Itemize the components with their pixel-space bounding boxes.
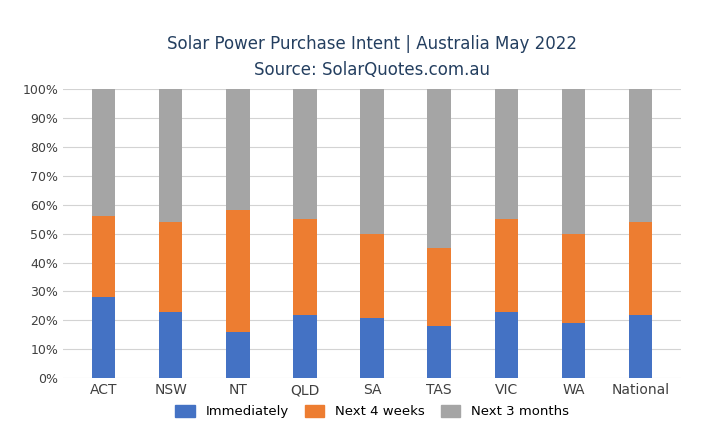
Bar: [159, 312, 183, 378]
Bar: [360, 318, 384, 378]
Bar: [562, 234, 585, 323]
Bar: [495, 219, 518, 312]
Bar: [428, 248, 451, 326]
Legend: Immediately, Next 4 weeks, Next 3 months: Immediately, Next 4 weeks, Next 3 months: [170, 400, 574, 424]
Bar: [360, 234, 384, 318]
Bar: [495, 89, 518, 219]
Title: Solar Power Purchase Intent | Australia May 2022
Source: SolarQuotes.com.au: Solar Power Purchase Intent | Australia …: [167, 35, 577, 79]
Bar: [562, 323, 585, 378]
Bar: [159, 222, 183, 312]
Bar: [562, 89, 585, 234]
Bar: [495, 312, 518, 378]
Bar: [428, 326, 451, 378]
Bar: [629, 89, 652, 222]
Bar: [92, 297, 115, 378]
Bar: [293, 315, 317, 378]
Bar: [293, 219, 317, 315]
Bar: [629, 315, 652, 378]
Bar: [293, 89, 317, 219]
Bar: [629, 222, 652, 315]
Bar: [226, 210, 249, 332]
Bar: [360, 89, 384, 234]
Bar: [428, 89, 451, 248]
Bar: [226, 332, 249, 378]
Bar: [92, 89, 115, 216]
Bar: [92, 216, 115, 297]
Bar: [159, 89, 183, 222]
Bar: [226, 89, 249, 210]
